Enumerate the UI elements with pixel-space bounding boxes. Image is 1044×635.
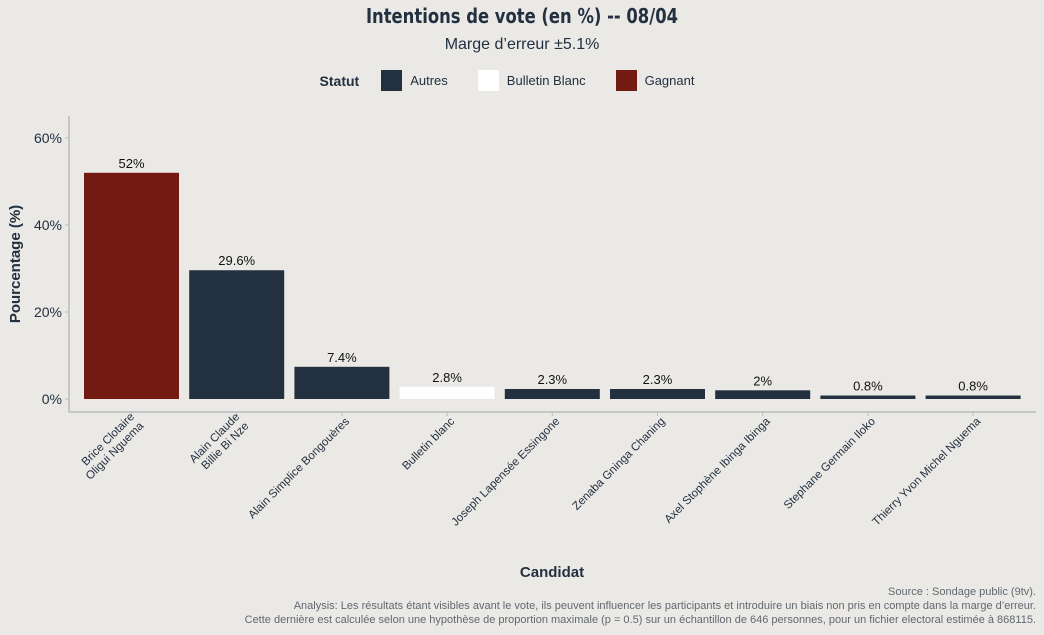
legend-item-autres: Autres (381, 70, 448, 91)
x-tick-label: Alain ClaudeBillie Bi Nze (188, 411, 252, 475)
x-tick-label-line: Zenaba Gninga Chaning (571, 416, 668, 513)
bar (820, 395, 916, 399)
bar (504, 388, 600, 399)
x-tick-label: Bulletin blanc (400, 415, 457, 472)
x-axis-label: Candidat (520, 564, 584, 581)
x-tick-label-line: Stephane Germain Iloko (782, 416, 878, 512)
bar-value-label: 0.8% (853, 379, 883, 394)
legend-swatch-bulletin-blanc (477, 70, 499, 91)
legend-swatch-gagnant (615, 70, 637, 91)
bar-value-label: 29.6% (218, 253, 255, 268)
y-tick-label: 20% (34, 304, 62, 320)
chart-subtitle: Marge d’erreur ±5.1% (444, 36, 600, 53)
bar-value-label: 0.8% (958, 379, 988, 394)
x-tick-label: Alain Simplice Bongouères (246, 415, 352, 521)
bar-value-label: 2.3% (643, 372, 673, 387)
x-tick-label: Brice ClotaireOligui Nguema (75, 411, 147, 483)
legend-label-bulletin-blanc: Bulletin Blanc (506, 73, 586, 88)
caption-source: Source : Sondage public (9tv). (888, 586, 1036, 598)
legend-label-autres: Autres (410, 73, 448, 88)
bar (925, 395, 1021, 399)
bar (610, 388, 705, 399)
bar-value-label: 2% (753, 373, 772, 388)
x-tick-label-line: Alain Simplice Bongouères (246, 415, 352, 521)
y-axis-label: Pourcentage (%) (7, 205, 24, 323)
x-tick-label: Zenaba Gninga Chaning (571, 416, 668, 513)
x-tick-label: Axel Stophène Ibinga Ibinga (663, 415, 774, 526)
bar (399, 386, 495, 399)
y-tick-label: 40% (34, 217, 62, 233)
bar (84, 172, 179, 399)
bar-value-label: 7.4% (327, 350, 357, 365)
legend-item-bulletin-blanc: Bulletin Blanc (477, 70, 586, 91)
y-tick-label: 60% (34, 130, 62, 146)
x-tick-label-line: Joseph Lapensée Essingone (449, 416, 562, 529)
legend-item-gagnant: Gagnant (615, 70, 695, 91)
caption-analysis: Analysis: Les résultats étant visibles a… (6, 599, 1036, 627)
bar-value-label: 2.3% (537, 372, 567, 387)
legend-label-gagnant: Gagnant (644, 73, 695, 88)
x-tick-label: Joseph Lapensée Essingone (449, 416, 562, 529)
caption-analysis-line2: Cette dernière est calculée selon une hy… (244, 614, 1036, 626)
x-tick-label-line: Bulletin blanc (400, 415, 457, 472)
x-tick-label-line: Axel Stophène Ibinga Ibinga (663, 415, 774, 526)
bar-value-label: 2.8% (432, 370, 462, 385)
x-tick-label: Stephane Germain Iloko (782, 416, 878, 512)
x-tick-label: Thierry Yvon Michel Nguema (870, 415, 983, 528)
bar (189, 270, 285, 399)
bar (715, 390, 811, 399)
chart-title: Intentions de vote (en %) -- 08/04 (365, 4, 679, 28)
legend: Statut Autres Bulletin Blanc Gagnant (0, 70, 1044, 91)
bar-value-label: 52% (118, 156, 144, 171)
bar (294, 366, 390, 399)
x-tick-label-line: Thierry Yvon Michel Nguema (870, 415, 983, 528)
y-tick-label: 0% (42, 391, 62, 407)
legend-swatch-autres (381, 70, 403, 91)
legend-title: Statut (319, 72, 360, 89)
caption-analysis-line1: Analysis: Les résultats étant visibles a… (293, 600, 1036, 612)
